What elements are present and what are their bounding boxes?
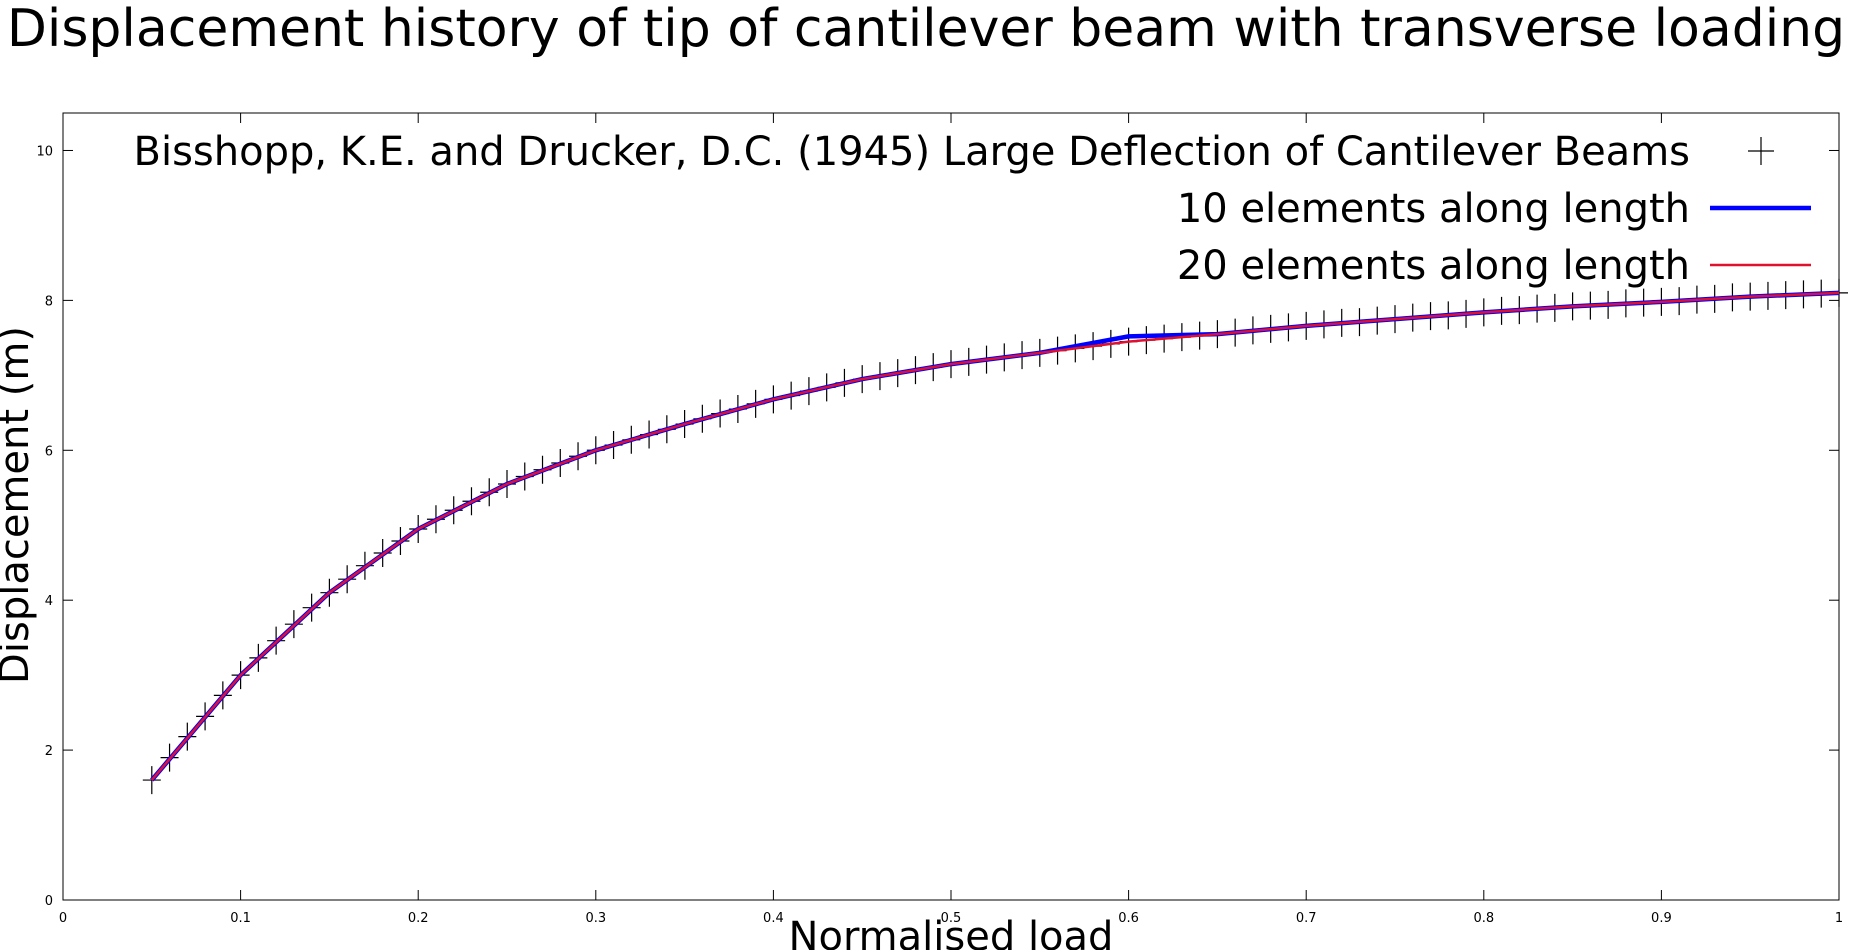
y-tick-label: 10 (36, 144, 53, 159)
y-tick-label: 8 (45, 294, 53, 309)
x-tick-label: 0.4 (763, 911, 784, 926)
x-tick-label: 0.1 (230, 911, 251, 926)
y-tick-label: 6 (45, 444, 53, 459)
x-tick-label: 0.3 (585, 911, 606, 926)
y-tick-label: 4 (45, 594, 53, 609)
x-tick-label: 0.5 (941, 911, 962, 926)
data-line (150, 290, 1840, 782)
data-line (150, 291, 1840, 781)
x-tick-label: 0 (59, 911, 67, 926)
legend-label: 20 elements along length (1177, 243, 1690, 289)
x-axis-title: Normalised load (789, 914, 1114, 950)
y-tick-label: 2 (45, 744, 53, 759)
x-tick-label: 1 (1835, 911, 1843, 926)
x-tick-label: 0.8 (1473, 911, 1494, 926)
x-tick-label: 0.9 (1651, 911, 1672, 926)
legend-marker (1748, 137, 1774, 165)
legend-label: 10 elements along length (1177, 186, 1690, 232)
y-axis-title: Displacement (m) (0, 326, 38, 684)
x-tick-label: 0.6 (1118, 911, 1139, 926)
x-tick-label: 0.2 (408, 911, 429, 926)
chart-title: Displacement history of tip of cantileve… (7, 0, 1845, 59)
y-tick-label: 0 (45, 894, 53, 909)
legend-label: Bisshopp, K.E. and Drucker, D.C. (1945) … (134, 129, 1690, 175)
x-tick-label: 0.7 (1296, 911, 1317, 926)
